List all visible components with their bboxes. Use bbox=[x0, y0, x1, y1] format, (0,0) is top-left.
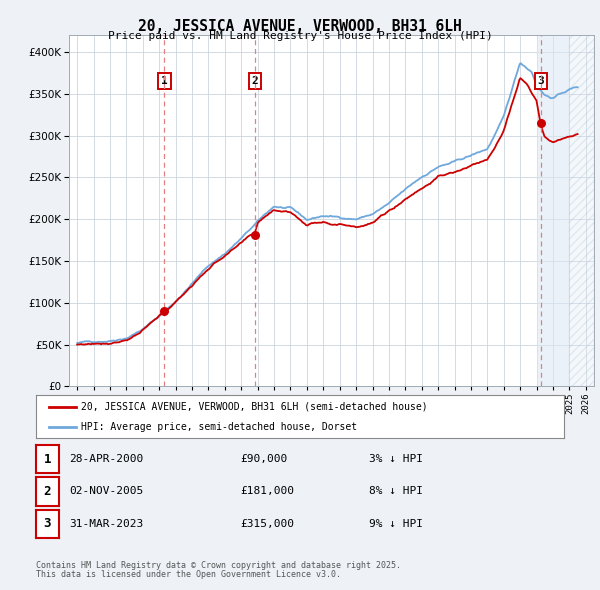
Text: £315,000: £315,000 bbox=[240, 519, 294, 529]
Text: 1: 1 bbox=[161, 76, 168, 86]
Text: 02-NOV-2005: 02-NOV-2005 bbox=[69, 487, 143, 496]
Text: 28-APR-2000: 28-APR-2000 bbox=[69, 454, 143, 464]
Text: £90,000: £90,000 bbox=[240, 454, 287, 464]
Text: 20, JESSICA AVENUE, VERWOOD, BH31 6LH: 20, JESSICA AVENUE, VERWOOD, BH31 6LH bbox=[138, 19, 462, 34]
Text: 3: 3 bbox=[538, 76, 544, 86]
Text: £181,000: £181,000 bbox=[240, 487, 294, 496]
Text: 20, JESSICA AVENUE, VERWOOD, BH31 6LH (semi-detached house): 20, JESSICA AVENUE, VERWOOD, BH31 6LH (s… bbox=[81, 402, 428, 412]
Text: 8% ↓ HPI: 8% ↓ HPI bbox=[369, 487, 423, 496]
Text: 3% ↓ HPI: 3% ↓ HPI bbox=[369, 454, 423, 464]
Text: Price paid vs. HM Land Registry's House Price Index (HPI): Price paid vs. HM Land Registry's House … bbox=[107, 31, 493, 41]
Text: 2: 2 bbox=[251, 76, 259, 86]
Text: 2: 2 bbox=[44, 485, 51, 498]
Text: Contains HM Land Registry data © Crown copyright and database right 2025.: Contains HM Land Registry data © Crown c… bbox=[36, 561, 401, 570]
Text: 31-MAR-2023: 31-MAR-2023 bbox=[69, 519, 143, 529]
Text: This data is licensed under the Open Government Licence v3.0.: This data is licensed under the Open Gov… bbox=[36, 571, 341, 579]
Text: 9% ↓ HPI: 9% ↓ HPI bbox=[369, 519, 423, 529]
Text: 1: 1 bbox=[44, 453, 51, 466]
Text: 3: 3 bbox=[44, 517, 51, 530]
Text: HPI: Average price, semi-detached house, Dorset: HPI: Average price, semi-detached house,… bbox=[81, 422, 357, 432]
